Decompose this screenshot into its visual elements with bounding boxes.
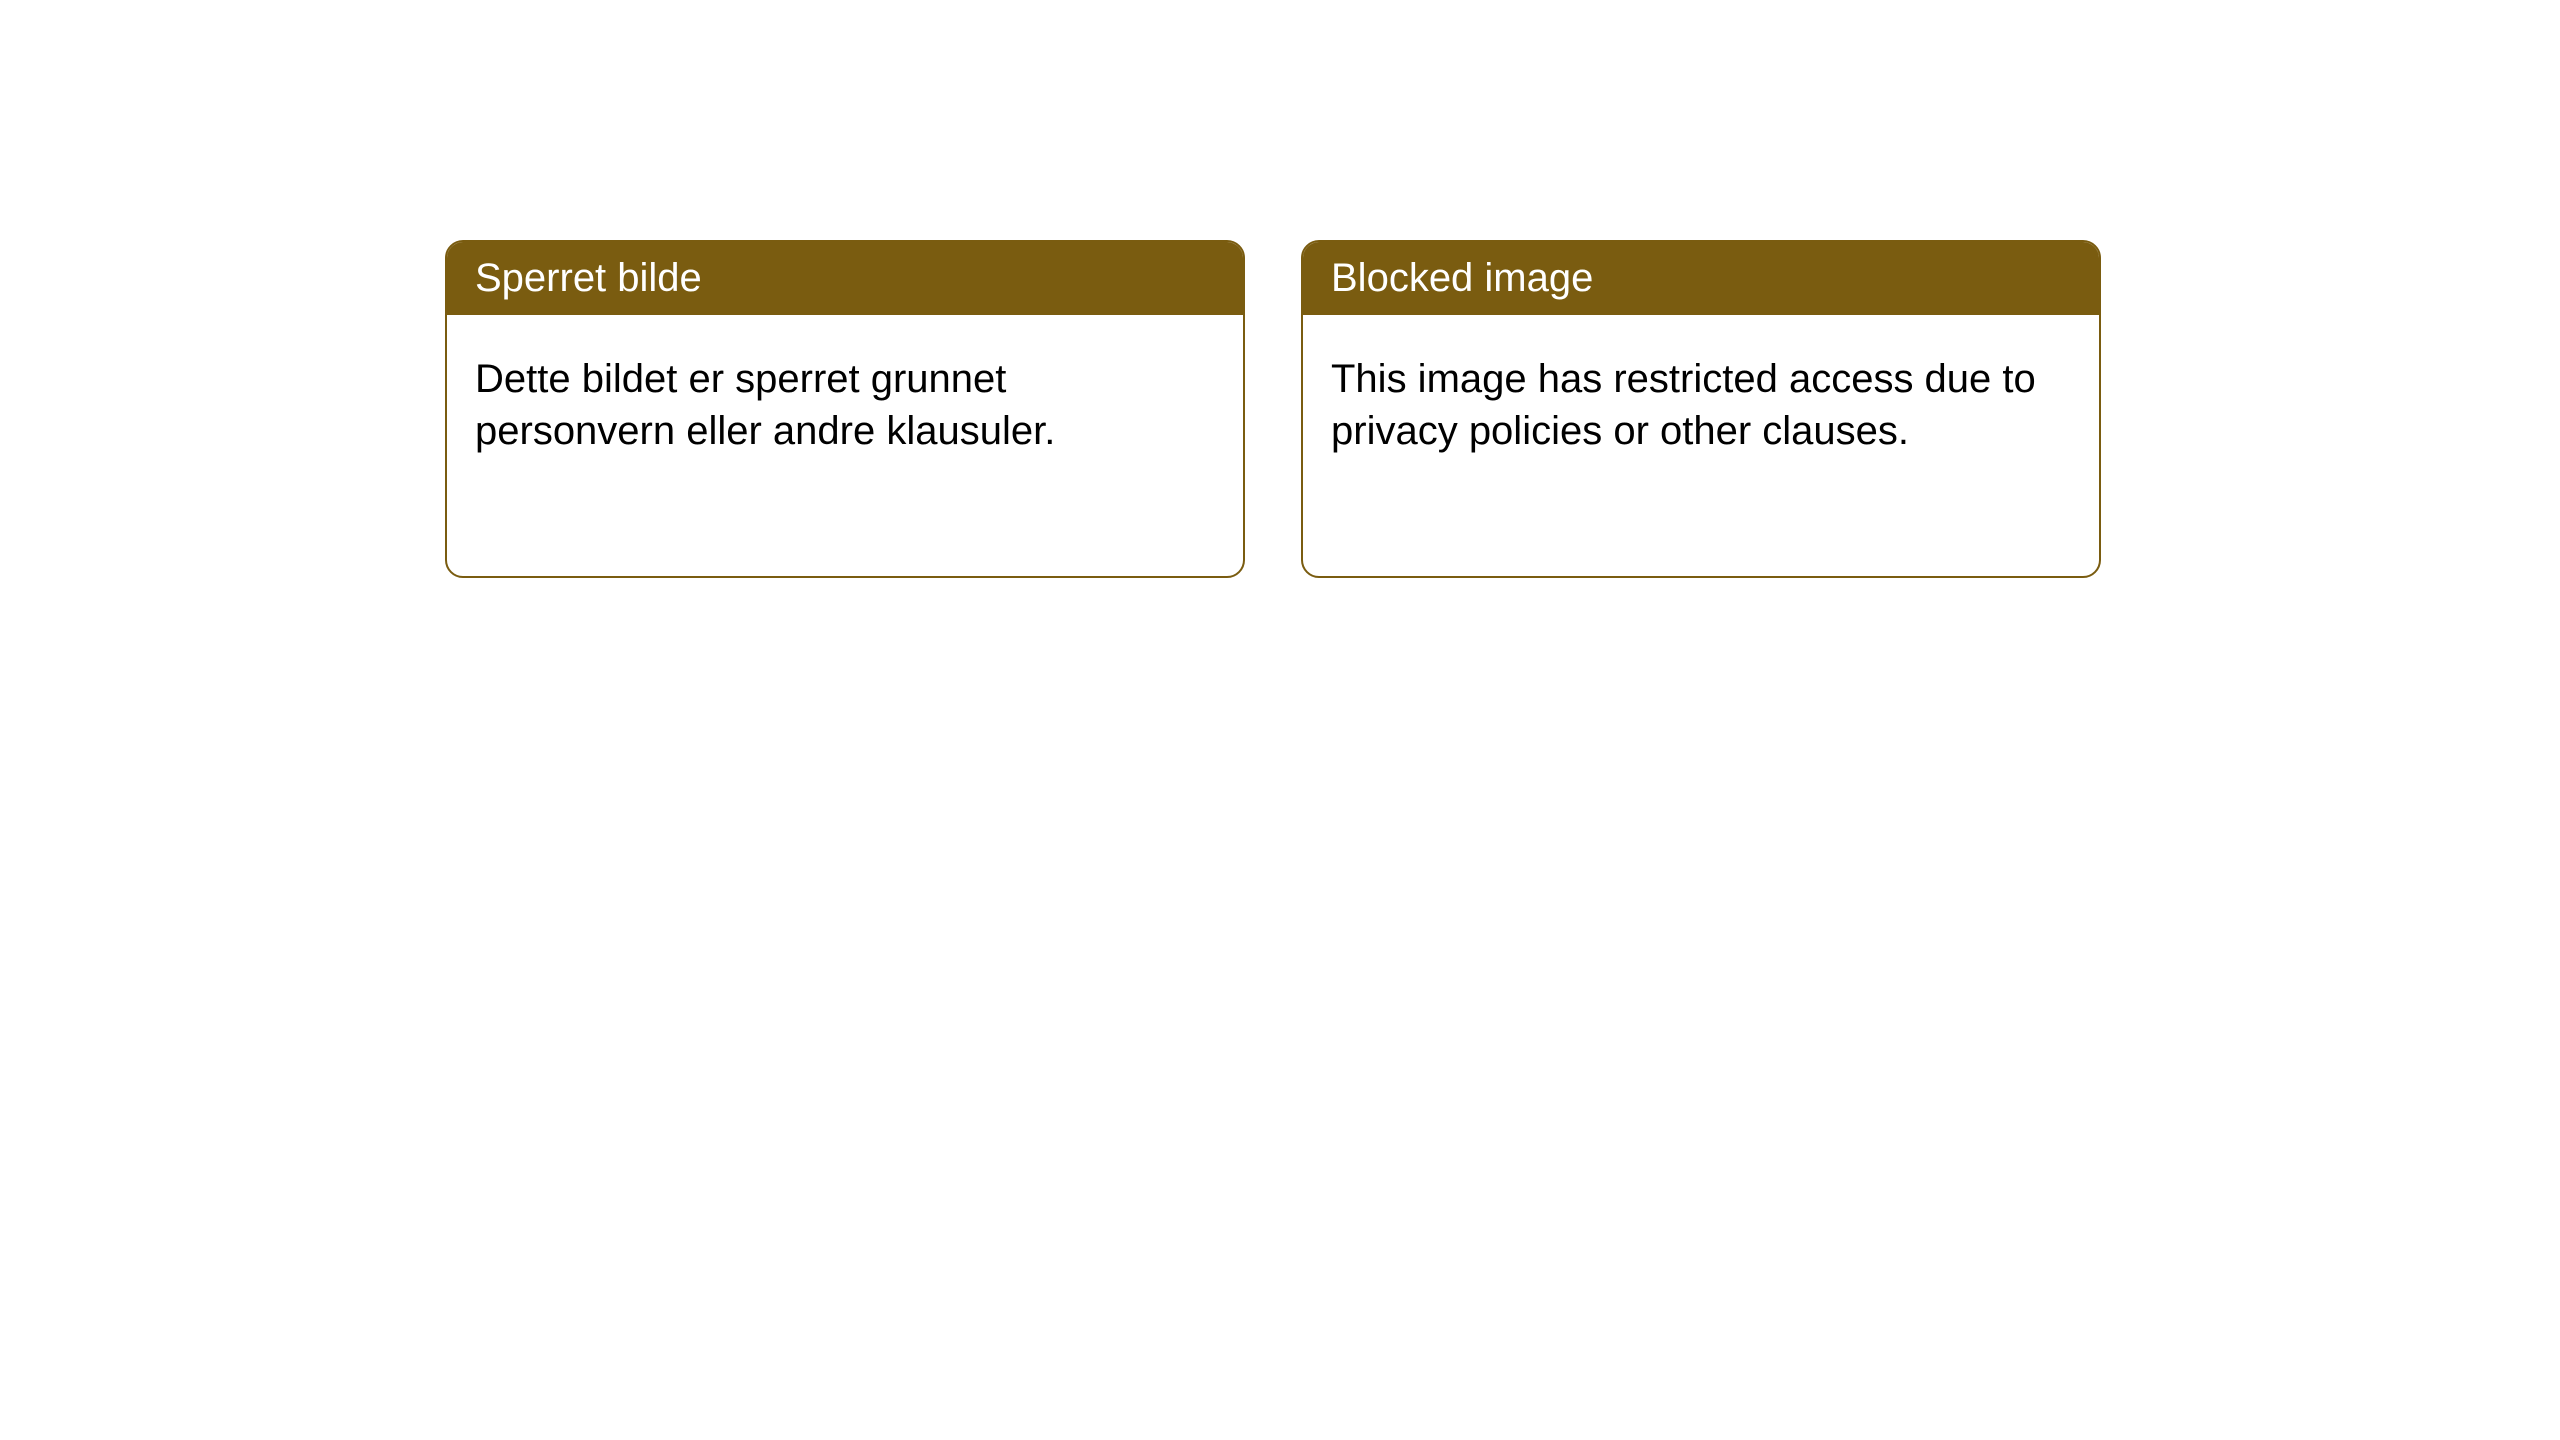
- notice-card-norwegian: Sperret bilde Dette bildet er sperret gr…: [445, 240, 1245, 578]
- card-body-text: Dette bildet er sperret grunnet personve…: [475, 357, 1055, 453]
- card-body: Dette bildet er sperret grunnet personve…: [447, 315, 1243, 495]
- card-title: Blocked image: [1331, 256, 1593, 300]
- card-title: Sperret bilde: [475, 256, 702, 300]
- card-body-text: This image has restricted access due to …: [1331, 357, 2036, 453]
- notice-card-english: Blocked image This image has restricted …: [1301, 240, 2101, 578]
- card-body: This image has restricted access due to …: [1303, 315, 2099, 495]
- card-header: Sperret bilde: [447, 242, 1243, 315]
- card-header: Blocked image: [1303, 242, 2099, 315]
- notice-container: Sperret bilde Dette bildet er sperret gr…: [445, 240, 2101, 578]
